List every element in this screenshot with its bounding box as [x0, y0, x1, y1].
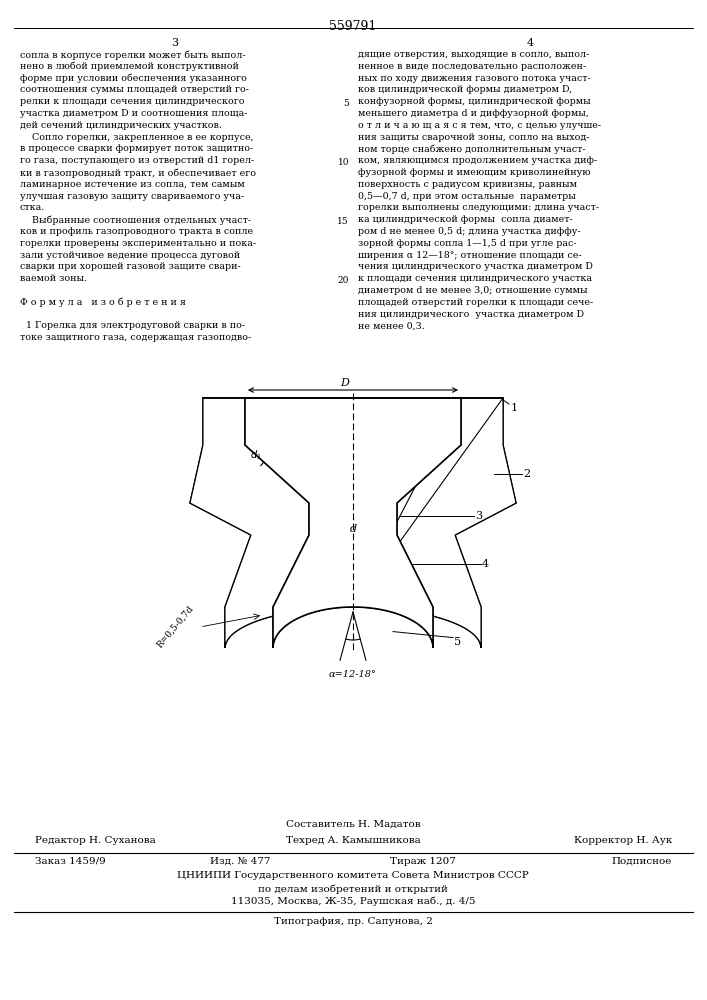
Text: в процессе сварки формирует поток защитно-: в процессе сварки формирует поток защитн… — [20, 144, 253, 153]
Text: го газа, поступающего из отверстий d1 горел-: го газа, поступающего из отверстий d1 го… — [20, 156, 255, 165]
Text: диаметром d не менее 3,0; отношение суммы: диаметром d не менее 3,0; отношение сумм… — [358, 286, 588, 295]
Text: к площади сечения цилиндрического участка: к площади сечения цилиндрического участк… — [358, 274, 592, 283]
Text: релки к площади сечения цилиндрического: релки к площади сечения цилиндрического — [20, 97, 245, 106]
Text: 4: 4 — [481, 559, 489, 569]
Text: Выбранные соотношения отдельных участ-: Выбранные соотношения отдельных участ- — [20, 215, 251, 225]
Text: поверхность с радиусом кривизны, равным: поверхность с радиусом кривизны, равным — [358, 180, 577, 189]
Text: 10: 10 — [337, 158, 349, 167]
Text: Тираж 1207: Тираж 1207 — [390, 857, 456, 866]
Text: ки в газопроводный тракт, и обеспечивает его: ки в газопроводный тракт, и обеспечивает… — [20, 168, 256, 178]
Text: не менее 0,3.: не менее 0,3. — [358, 321, 425, 330]
Text: Редактор Н. Суханова: Редактор Н. Суханова — [35, 836, 156, 845]
Text: 1: 1 — [511, 403, 518, 413]
Polygon shape — [245, 398, 461, 648]
Text: α=12-18°: α=12-18° — [329, 670, 377, 679]
Text: Изд. № 477: Изд. № 477 — [210, 857, 271, 866]
Text: 0,5—0,7 d, при этом остальные  параметры: 0,5—0,7 d, при этом остальные параметры — [358, 192, 576, 201]
Text: площадей отверстий горелки к площади сече-: площадей отверстий горелки к площади сеч… — [358, 298, 593, 307]
Text: дей сечений цилиндрических участков.: дей сечений цилиндрических участков. — [20, 121, 222, 130]
Text: по делам изобретений и открытий: по делам изобретений и открытий — [258, 884, 448, 894]
Text: ширения α 12—18°; отношение площади се-: ширения α 12—18°; отношение площади се- — [358, 251, 582, 260]
Text: Заказ 1459/9: Заказ 1459/9 — [35, 857, 106, 866]
Text: D: D — [341, 378, 349, 388]
Text: 1 Горелка для электродуговой сварки в по-: 1 Горелка для электродуговой сварки в по… — [20, 321, 245, 330]
Text: 4: 4 — [527, 38, 534, 48]
Text: нено в любой приемлемой конструктивной: нено в любой приемлемой конструктивной — [20, 62, 239, 71]
Text: 3: 3 — [475, 511, 482, 521]
Text: Ф о р м у л а   и з о б р е т е н и я: Ф о р м у л а и з о б р е т е н и я — [20, 298, 186, 307]
Text: горелки выполнены следующими: длина участ-: горелки выполнены следующими: длина учас… — [358, 203, 599, 212]
Text: ламинарное истечение из сопла, тем самым: ламинарное истечение из сопла, тем самым — [20, 180, 245, 189]
Polygon shape — [190, 398, 353, 648]
Text: ков цилиндрической формы диаметром D,: ков цилиндрической формы диаметром D, — [358, 85, 572, 94]
Text: меньшего диаметра d и диффузорной формы,: меньшего диаметра d и диффузорной формы, — [358, 109, 589, 118]
Text: 5: 5 — [454, 637, 461, 647]
Text: зали устойчивое ведение процесса дуговой: зали устойчивое ведение процесса дуговой — [20, 251, 240, 260]
Text: 15: 15 — [337, 217, 349, 226]
Text: ка цилиндрической формы  сопла диамет-: ка цилиндрической формы сопла диамет- — [358, 215, 573, 224]
Text: ных по ходу движения газового потока участ-: ных по ходу движения газового потока уча… — [358, 74, 591, 83]
Text: Корректор Н. Аук: Корректор Н. Аук — [573, 836, 672, 845]
Text: ненное в виде последовательно расположен-: ненное в виде последовательно расположен… — [358, 62, 586, 71]
Text: ния цилиндрического  участка диаметром D: ния цилиндрического участка диаметром D — [358, 310, 584, 319]
Text: стка.: стка. — [20, 203, 45, 212]
Text: о т л и ч а ю щ а я с я тем, что, с целью улучше-: о т л и ч а ю щ а я с я тем, что, с цель… — [358, 121, 601, 130]
Text: ном торце снабжено дополнительным участ-: ном торце снабжено дополнительным участ- — [358, 144, 585, 154]
Text: токе защитного газа, содержащая газоподво-: токе защитного газа, содержащая газоподв… — [20, 333, 251, 342]
Text: ния защиты сварочной зоны, сопло на выход-: ния защиты сварочной зоны, сопло на выхо… — [358, 133, 590, 142]
Text: $d_1$: $d_1$ — [250, 448, 262, 462]
Text: зорной формы сопла 1—1,5 d при угле рас-: зорной формы сопла 1—1,5 d при угле рас- — [358, 239, 577, 248]
Text: d: d — [349, 524, 356, 534]
Polygon shape — [353, 398, 516, 648]
Text: 559791: 559791 — [329, 20, 377, 33]
Polygon shape — [190, 398, 516, 648]
Text: 2: 2 — [523, 469, 530, 479]
Text: чения цилиндрического участка диаметром D: чения цилиндрического участка диаметром … — [358, 262, 593, 271]
Text: фузорной формы и имеющим криволинейную: фузорной формы и имеющим криволинейную — [358, 168, 590, 177]
Text: улучшая газовую защиту свариваемого уча-: улучшая газовую защиту свариваемого уча- — [20, 192, 244, 201]
Text: ком, являющимся продолжением участка диф-: ком, являющимся продолжением участка диф… — [358, 156, 597, 165]
Text: 5: 5 — [343, 99, 349, 108]
Text: 20: 20 — [338, 276, 349, 285]
Text: сопла в корпусе горелки может быть выпол-: сопла в корпусе горелки может быть выпол… — [20, 50, 245, 60]
Text: Подписное: Подписное — [612, 857, 672, 866]
Text: R=0,5-0,7d: R=0,5-0,7d — [155, 604, 195, 650]
Text: ром d не менее 0,5 d; длина участка диффу-: ром d не менее 0,5 d; длина участка дифф… — [358, 227, 580, 236]
Text: Сопло горелки, закрепленное в ее корпусе,: Сопло горелки, закрепленное в ее корпусе… — [20, 133, 254, 142]
Text: дящие отверстия, выходящие в сопло, выпол-: дящие отверстия, выходящие в сопло, выпо… — [358, 50, 590, 59]
Text: конфузорной формы, цилиндрической формы: конфузорной формы, цилиндрической формы — [358, 97, 591, 106]
Text: Составитель Н. Мадатов: Составитель Н. Мадатов — [286, 820, 421, 829]
Text: ков и профиль газопроводного тракта в сопле: ков и профиль газопроводного тракта в со… — [20, 227, 253, 236]
Text: ЦНИИПИ Государственного комитета Совета Министров СССР: ЦНИИПИ Государственного комитета Совета … — [177, 871, 529, 880]
Text: Техред А. Камышникова: Техред А. Камышникова — [286, 836, 421, 845]
Text: 113035, Москва, Ж-35, Раушская наб., д. 4/5: 113035, Москва, Ж-35, Раушская наб., д. … — [230, 897, 475, 906]
Text: Типография, пр. Сапунова, 2: Типография, пр. Сапунова, 2 — [274, 917, 433, 926]
Text: горелки проверены экспериментально и пока-: горелки проверены экспериментально и пок… — [20, 239, 256, 248]
Text: участка диаметром D и соотношения площа-: участка диаметром D и соотношения площа- — [20, 109, 247, 118]
Text: 3: 3 — [171, 38, 179, 48]
Text: ваемой зоны.: ваемой зоны. — [20, 274, 87, 283]
Text: сварки при хорошей газовой защите свари-: сварки при хорошей газовой защите свари- — [20, 262, 241, 271]
Text: форме при условии обеспечения указанного: форме при условии обеспечения указанного — [20, 74, 247, 83]
Text: соотношения суммы площадей отверстий го-: соотношения суммы площадей отверстий го- — [20, 85, 249, 94]
